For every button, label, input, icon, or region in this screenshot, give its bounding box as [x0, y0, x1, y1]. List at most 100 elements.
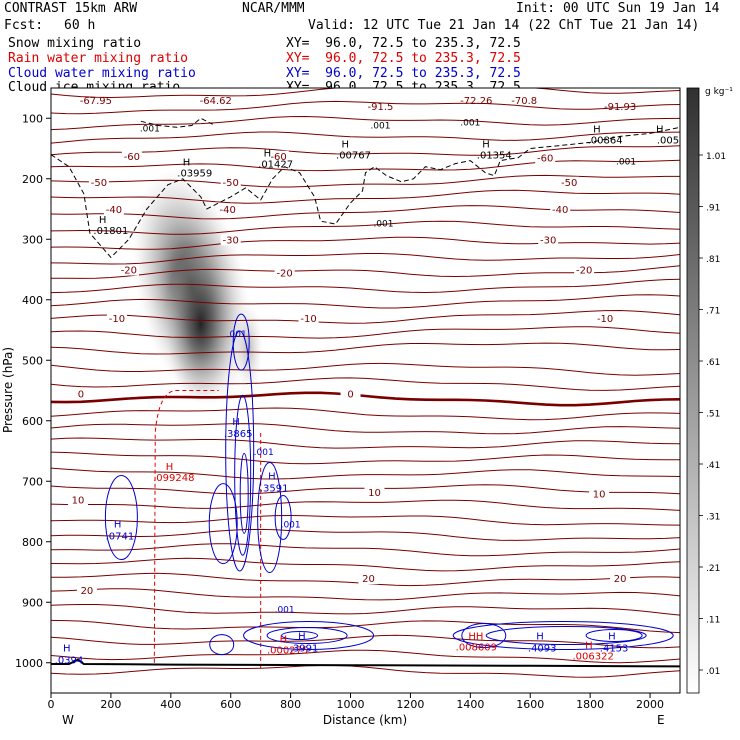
cloud-water-max-marker: H [536, 632, 544, 643]
temperature-contour [51, 362, 680, 376]
temperature-contour-label: 20 [362, 574, 375, 585]
colorbar-label: 1.01 [706, 152, 726, 162]
temperature-contour [51, 220, 680, 235]
cloud-water-max-marker: H [114, 520, 122, 531]
temperature-contour [51, 294, 680, 309]
cloud-ice-contour-label: .001 [373, 219, 393, 229]
temperature-contour-label: -20 [276, 269, 292, 280]
cloud-water-contour-label: .001 [275, 605, 295, 615]
y-tick-label: 600 [22, 415, 43, 428]
cloud-ice-max-label: .03959 [177, 169, 212, 180]
temperature-contour-label: -20 [576, 266, 592, 277]
cloud-ice-contour-label: .001 [370, 121, 390, 131]
temperature-contour-label: -60 [537, 154, 553, 165]
temp-label-bg [220, 234, 241, 246]
cloud-water-contour [281, 631, 319, 641]
legend-cloudwater-xy: XY= 96.0, 72.5 to 235.3, 72.5 [286, 66, 521, 81]
temp-label-bg [220, 176, 241, 188]
init-time: Init: 00 UTC Sun 19 Jan 14 [516, 1, 720, 16]
snow-region-core [165, 243, 236, 404]
y-tick-label: 100 [22, 112, 43, 125]
temperature-contour [51, 189, 680, 204]
y-tick-label: 1000 [15, 657, 43, 670]
colorbar-label: .21 [706, 564, 720, 574]
cloud-ice-max-label: .005 [657, 135, 679, 146]
temperature-contour-label: -40 [220, 205, 236, 216]
cloud-water-contour [208, 483, 238, 565]
temperature-contour [51, 236, 680, 250]
plot-area [50, 87, 681, 694]
rain-contours [153, 390, 262, 669]
y-tick-label: 500 [22, 354, 43, 367]
y-tick-label: 400 [22, 294, 43, 307]
rain-contour [153, 390, 219, 663]
cloud-ice-contour [140, 117, 213, 128]
cloud-water-max-label: .0394 [55, 656, 84, 667]
legend-snow-xy: XY= 96.0, 72.5 to 235.3, 72.5 [286, 36, 521, 51]
low-value-label: -64.62 [200, 96, 232, 107]
colorbar-label: .51 [706, 410, 720, 420]
temp-label-bg [121, 150, 142, 162]
temperature-contour [51, 115, 680, 131]
annotation-labels: -60 -50 -40 -30 -20 -10 0 10 20 -60 -50 -40 -30 -20 -1… [55, 96, 680, 667]
temperature-contour [51, 499, 680, 511]
colorbar-label: .81 [706, 255, 720, 265]
temp-label-bg [106, 312, 127, 324]
legend-rain-name: Rain water mixing ratio [8, 51, 189, 66]
temperature-contour-label: 0 [78, 390, 84, 401]
temperature-contour [51, 588, 680, 601]
cloud-water-contour [585, 629, 643, 643]
cloud-water-max-marker: H [298, 632, 306, 643]
legend-cloudwater-name: Cloud water mixing ratio [8, 66, 196, 81]
cloud-water-contour [209, 634, 235, 656]
colorbar-label: .11 [706, 616, 720, 626]
temperature-contour-label: -50 [91, 178, 107, 189]
temperature-contour [51, 309, 680, 324]
low-value-label: -67.95 [80, 96, 112, 107]
cloud-water-contour [266, 627, 348, 645]
cloud-water-max-marker: H [232, 417, 240, 428]
cloud-ice-contour-label: .001 [140, 124, 160, 134]
low-value-label: -72.26 [460, 96, 492, 107]
colorbar: g kg⁻¹ .01 .11 .21 .31 .41 .51 .61 .71 .81 .91 1.0… [686, 87, 733, 694]
fcst-value: 60 h [64, 18, 96, 33]
temperature-contour-label: -10 [300, 314, 316, 325]
x-tick-label: 1400 [456, 698, 484, 711]
temperature-contour [51, 467, 680, 480]
temperature-contour [51, 326, 680, 339]
colorbar-label: .01 [706, 667, 720, 677]
low-value-label: -91.5 [368, 102, 394, 113]
cloud-ice-max-marker: H [656, 124, 664, 135]
temp-label-bg [268, 150, 289, 162]
colorbar-label: .91 [706, 204, 720, 214]
cloud-ice-contour [51, 126, 680, 259]
temp-label-bg [589, 488, 610, 500]
cloud-ice-contours [51, 117, 680, 259]
cloud-water-max-label: .4153 [600, 644, 629, 655]
temp-label-bg [595, 312, 616, 324]
cloud-water-max-marker: H [63, 644, 71, 655]
cloud-water-max-marker: H [268, 471, 276, 482]
valid-time: Valid: 12 UTC Tue 21 Jan 14 (22 ChT Tue … [308, 18, 700, 33]
cloud-ice-max-label: .01354 [477, 151, 512, 162]
temp-label-bg [118, 264, 139, 276]
cloud-ice-max-marker: H [482, 140, 490, 151]
temp-label-bg [70, 388, 91, 400]
cloud-water-contour [274, 495, 292, 541]
rain-max-label: .000275 [267, 646, 308, 657]
plot-frame [50, 87, 681, 694]
temp-label-bg [76, 585, 97, 597]
temperature-contour [51, 634, 680, 649]
temperature-contour [51, 543, 680, 557]
temperature-contour [51, 377, 680, 391]
cloud-ice-max-marker: H [264, 149, 272, 160]
cloud-ice-max-marker: H [99, 215, 107, 226]
cloud-water-contour [243, 621, 375, 651]
temp-label-bg [364, 487, 385, 499]
cloud-ice-max-label: .00864 [588, 135, 623, 146]
x-tick-label: 200 [100, 698, 121, 711]
temperature-contour-label: -60 [124, 152, 140, 163]
temperature-contour [51, 159, 680, 172]
terrain-line [51, 658, 680, 668]
